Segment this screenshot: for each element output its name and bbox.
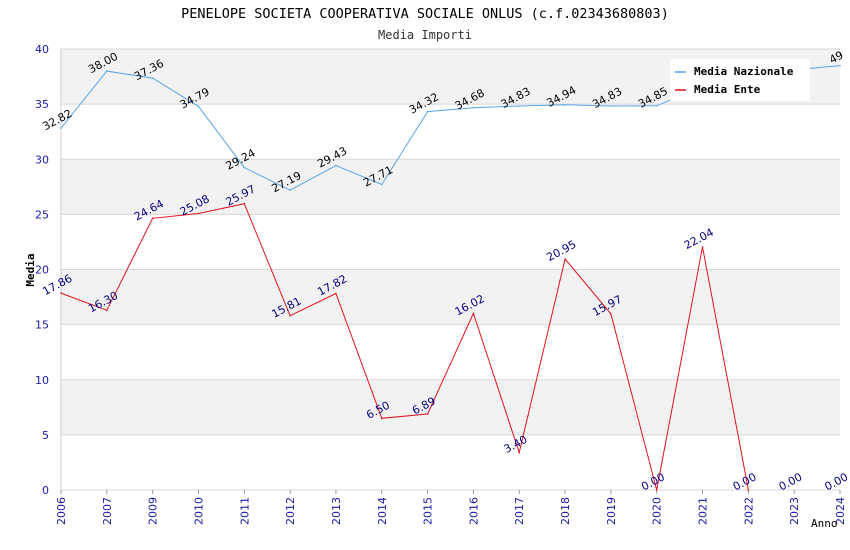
series-point (197, 105, 200, 108)
series-point (655, 489, 658, 491)
series-point (701, 246, 704, 248)
y-axis-label: Media (24, 253, 37, 286)
y-tick-label: 20 (35, 264, 49, 277)
chart-subtitle: Media Importi (378, 28, 472, 42)
x-tick-label: 2018 (559, 497, 572, 525)
series-point (243, 202, 246, 205)
x-tick-label: 2022 (742, 497, 755, 525)
x-tick-label: 2012 (284, 497, 297, 525)
legend: Media Nazionale Media Ente (670, 59, 810, 101)
x-tick-label: 2017 (513, 497, 526, 525)
y-tick-label: 0 (42, 484, 49, 497)
grid-band (61, 269, 840, 325)
data-label-1: 20.95 (544, 238, 578, 264)
data-label-0: 49 (827, 49, 845, 67)
x-tick-label: 2006 (55, 497, 68, 525)
legend-label-media-nazionale: Media Nazionale (694, 65, 794, 78)
series-point (60, 292, 62, 294)
series-point (380, 183, 383, 186)
x-axis-label: Anno (811, 517, 838, 530)
data-label-1: 3.40 (502, 433, 530, 456)
series-point (197, 212, 200, 215)
series-point (106, 70, 108, 72)
series-point (426, 413, 429, 415)
x-tick-label: 2019 (605, 497, 618, 525)
series-point (747, 489, 750, 491)
y-tick-label: 35 (35, 98, 49, 111)
series-point (243, 166, 246, 169)
series-point (518, 105, 521, 107)
series-point (472, 106, 475, 109)
y-tick-label: 40 (35, 43, 49, 56)
chart-title: PENELOPE SOCIETA COOPERATIVA SOCIALE ONL… (181, 6, 669, 22)
series-point (610, 105, 612, 107)
series-point (60, 127, 62, 129)
series-point (655, 104, 658, 107)
grid-band (61, 159, 840, 215)
x-tick-label: 2020 (651, 497, 664, 525)
axes: 0 5 10 15 20 25 30 35 40 2006 2007 2009 2010 2011 2012… (35, 43, 847, 525)
x-tick-label: 2015 (422, 497, 435, 525)
series-point (610, 313, 612, 315)
x-tick-label: 2021 (697, 497, 710, 525)
series-line-1 (60, 203, 749, 491)
x-tick-label: 2024 (834, 497, 847, 525)
series-point (289, 189, 291, 192)
y-tick-label: 30 (35, 153, 49, 166)
x-tick-label: 2016 (467, 497, 480, 525)
x-tick-label: 2023 (788, 497, 801, 525)
y-tick-label: 10 (35, 374, 49, 387)
series-point (151, 77, 154, 79)
grid-band (61, 379, 840, 435)
series-point (472, 312, 475, 315)
grid-bands (61, 49, 840, 435)
series-point (518, 451, 521, 454)
series-point (106, 309, 108, 312)
series-point (564, 103, 566, 106)
series-point (335, 164, 337, 167)
x-tick-label: 2014 (376, 497, 389, 525)
series-point (839, 64, 841, 67)
x-tick-label: 2007 (101, 497, 114, 525)
legend-box (670, 59, 810, 101)
y-tick-label: 15 (35, 319, 49, 332)
x-tick-label: 2011 (238, 497, 251, 525)
x-tick-label: 2013 (330, 497, 343, 525)
series-point (564, 258, 566, 260)
y-tick-label: 5 (42, 429, 49, 442)
y-tick-label: 25 (35, 208, 49, 221)
legend-label-media-ente: Media Ente (694, 83, 761, 96)
series-point (380, 417, 383, 420)
data-label-1: 22.04 (682, 226, 716, 252)
series-point (151, 217, 154, 220)
series-point (426, 110, 429, 113)
series-point (335, 292, 337, 295)
series-point (289, 314, 291, 317)
x-tick-label: 2009 (147, 497, 160, 525)
x-tick-label: 2010 (192, 497, 205, 525)
